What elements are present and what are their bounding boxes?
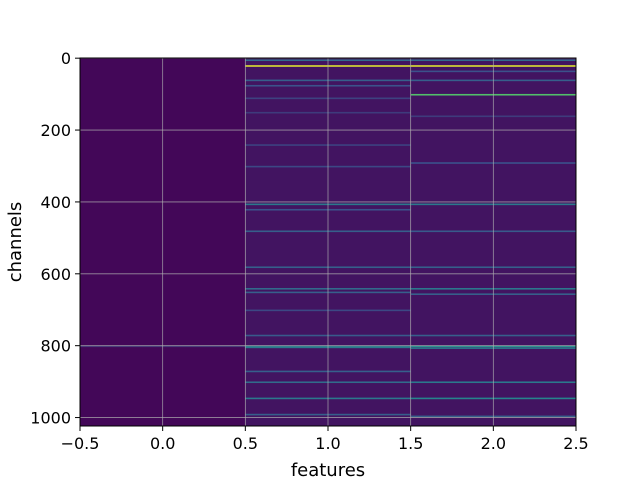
x-tick-label: 2.5 [563, 434, 588, 453]
y-tick-label: 400 [40, 193, 71, 212]
y-tick-label: 0 [61, 49, 71, 68]
y-tick-label: 800 [40, 337, 71, 356]
x-tick-label: 0.5 [233, 434, 258, 453]
y-tick-label: 600 [40, 265, 71, 284]
x-axis-label: features [291, 460, 365, 480]
y-tick-label: 1000 [30, 409, 71, 428]
y-tick-label: 200 [40, 121, 71, 140]
x-tick-label: 1.0 [315, 434, 340, 453]
plot-frame [79, 57, 577, 427]
axis-ticks: −0.5 0.0 0.5 1.0 1.5 2.0 2.5 0 200 400 600 800 1000 [30, 49, 588, 453]
x-tick-label: 0.0 [150, 434, 175, 453]
x-tick-label: 1.5 [398, 434, 423, 453]
x-tick-label: 2.0 [481, 434, 506, 453]
x-tick-label: −0.5 [61, 434, 100, 453]
y-axis-label: channels [5, 202, 26, 283]
